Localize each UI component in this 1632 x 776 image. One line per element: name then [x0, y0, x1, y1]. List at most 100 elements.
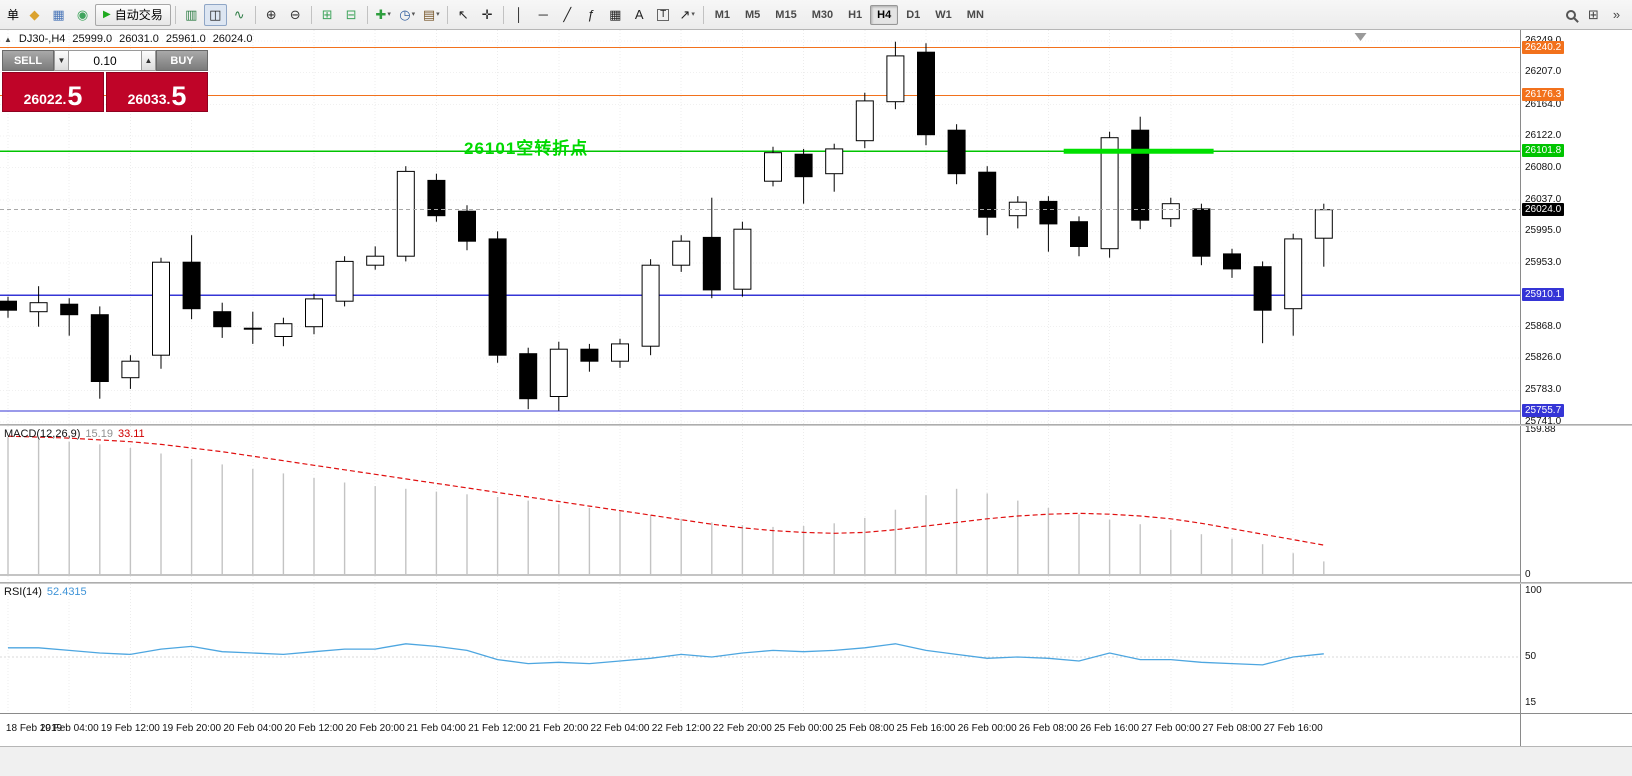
- chart-header: ▲ DJ30-,H4 25999.0 26031.0 25961.0 26024…: [4, 33, 252, 45]
- time-axis-label: 25 Feb 08:00: [835, 723, 895, 734]
- price-line-label: 26101.8: [1522, 144, 1565, 158]
- time-axis-label: 20 Feb 12:00: [284, 723, 344, 734]
- time-axis-label: 21 Feb 20:00: [529, 723, 589, 734]
- templates-icon[interactable]: ▤ ▾: [422, 7, 440, 22]
- timeframe-w1[interactable]: W1: [935, 8, 952, 21]
- price-tick-label: 26037.0: [1525, 193, 1562, 205]
- price-axis[interactable]: 26249.0 26207.0 26164.0 26122.0 26080.0 26037…: [1520, 30, 1632, 746]
- price-line-label: 25910.1: [1522, 288, 1565, 302]
- collapse-panel-icon[interactable]: ▲: [4, 34, 12, 44]
- cursor-icon[interactable]: ↖: [457, 7, 469, 22]
- search-icon[interactable]: [1559, 4, 1582, 26]
- timeframe-m15[interactable]: M15: [775, 8, 797, 21]
- time-axis-label: 25 Feb 16:00: [896, 723, 956, 734]
- time-axis-label: 27 Feb 00:00: [1141, 723, 1201, 734]
- overflow-icon[interactable]: »: [1612, 7, 1621, 22]
- chart-workspace: ▲ DJ30-,H4 25999.0 26031.0 25961.0 26024…: [0, 30, 1632, 746]
- candlestick-chart-icon[interactable]: ◫: [203, 3, 227, 26]
- time-axis[interactable]: 18 Feb 2019 19 Feb 04:00 19 Feb 12:00 19 Fe…: [0, 714, 1520, 746]
- timeframe-d1[interactable]: D1: [906, 8, 921, 21]
- macd-canvas[interactable]: [0, 426, 1520, 582]
- arrows-icon[interactable]: ↗ ▾: [679, 7, 695, 22]
- price-tick-label: 26080.0: [1525, 161, 1562, 173]
- zoom-in-icon[interactable]: ⊕: [265, 7, 277, 22]
- time-axis-label: 22 Feb 20:00: [712, 723, 772, 734]
- periods-icon[interactable]: ◷ ▾: [399, 7, 416, 22]
- menu-fragment: 单: [7, 8, 20, 22]
- price-line-label: 26240.2: [1522, 40, 1565, 54]
- volume-decrease-button[interactable]: ▼: [54, 50, 69, 71]
- time-axis-label: 20 Feb 20:00: [345, 723, 405, 734]
- text-label-icon[interactable]: T: [652, 4, 675, 26]
- shapes-icon[interactable]: ▦: [609, 7, 622, 22]
- autotrading-button[interactable]: ▶ 自动交易: [95, 3, 171, 26]
- chart-annotation-text[interactable]: 26101空转折点: [464, 139, 589, 158]
- price-tick-label: 25783.0: [1525, 384, 1562, 396]
- price-tick-label: 25826.0: [1525, 352, 1562, 364]
- buy-button[interactable]: BUY: [156, 50, 208, 71]
- rsi-label: RSI(14) 52.4315: [4, 586, 87, 598]
- bar-chart-icon[interactable]: ▥: [185, 7, 198, 22]
- volume-increase-button[interactable]: ▲: [141, 50, 156, 71]
- text-icon[interactable]: A: [634, 7, 644, 22]
- macd-indicator-window: MACD(12,26,9) 15.19 33.11: [0, 426, 1520, 582]
- time-axis-label: 27 Feb 08:00: [1202, 723, 1262, 734]
- zoom-out-icon[interactable]: ⊖: [289, 7, 301, 22]
- window-separator[interactable]: [0, 582, 1632, 584]
- time-axis-label: 26 Feb 08:00: [1018, 723, 1078, 734]
- vertical-line-icon[interactable]: │: [515, 7, 524, 22]
- price-tick-label: 0: [1525, 569, 1531, 580]
- trendline-icon[interactable]: ╱: [563, 7, 572, 22]
- horizontal-line-icon[interactable]: ─: [538, 7, 548, 22]
- dropdown-caret-icon: ▾: [691, 11, 695, 18]
- time-axis-label: 27 Feb 16:00: [1263, 723, 1323, 734]
- price-tick-label: 25995.0: [1525, 225, 1562, 237]
- new-window-icon[interactable]: ⊞: [1588, 7, 1599, 22]
- rsi-indicator-window: RSI(14) 52.4315: [0, 584, 1520, 713]
- price-tick-label: 25953.0: [1525, 256, 1562, 268]
- sell-price-main: 26022.: [23, 90, 67, 107]
- toolbar: 单 ◆ ▦ ◉ ▶ 自动交易 ▥ ◫ ∿ ⊕ ⊖ ⊞ ⊟ ✚ ▾ ◷ ▾ ▤ ▾ ↖ ✛ │ ─ ╱ ƒ ▦ A T ↗ ▾ M1 M5 M15…: [0, 0, 1632, 30]
- new-order-icon[interactable]: ◆: [29, 7, 40, 22]
- arrange-windows-icon[interactable]: ⊟: [345, 7, 357, 22]
- timeframe-m1[interactable]: M1: [714, 8, 731, 21]
- time-axis-label: 21 Feb 04:00: [406, 723, 466, 734]
- timeframe-m30[interactable]: M30: [811, 8, 834, 21]
- market-watch-icon[interactable]: ▦: [52, 7, 65, 22]
- add-indicator-icon[interactable]: ✚ ▾: [375, 7, 391, 22]
- fibonacci-icon[interactable]: ƒ: [587, 7, 595, 22]
- price-line-label: 26024.0: [1522, 202, 1565, 216]
- main-chart-canvas[interactable]: [0, 30, 1520, 424]
- macd-label: MACD(12,26,9) 15.19 33.11: [4, 428, 145, 440]
- price-tick-label: 25741.0: [1525, 415, 1562, 427]
- crosshair-icon[interactable]: ✛: [481, 7, 493, 22]
- time-axis-label: 19 Feb 12:00: [100, 723, 160, 734]
- volume-input[interactable]: [69, 50, 141, 71]
- autotrading-label: 自动交易: [114, 8, 163, 22]
- price-tick-label: 26122.0: [1525, 130, 1562, 142]
- navigator-icon[interactable]: ◉: [76, 7, 89, 22]
- price-tick-label: 26249.0: [1525, 35, 1561, 46]
- one-click-trade-panel: SELL ▼ ▲ BUY 26022. 5 26033. 5: [2, 50, 208, 112]
- tile-windows-icon[interactable]: ⊞: [321, 7, 333, 22]
- time-axis-label: 18 Feb 2019: [5, 723, 63, 734]
- buy-price-main: 26033.: [127, 90, 171, 107]
- window-separator[interactable]: [0, 424, 1632, 426]
- sell-price-button[interactable]: 26022. 5: [2, 72, 104, 112]
- timeframe-h1[interactable]: H1: [848, 8, 863, 21]
- bottom-strip: [0, 746, 1632, 776]
- timeframe-m5[interactable]: M5: [745, 8, 761, 21]
- sell-button[interactable]: SELL: [2, 50, 54, 71]
- sell-price-big: 5: [67, 80, 83, 111]
- timeframe-mn[interactable]: MN: [966, 8, 984, 21]
- timeframe-h4[interactable]: H4: [870, 4, 899, 25]
- ohlc-high: 26031.0: [119, 33, 159, 45]
- toolbar-separator: [502, 5, 504, 24]
- toolbar-separator: [254, 5, 256, 24]
- time-axis-label: 26 Feb 00:00: [957, 723, 1017, 734]
- buy-price-button[interactable]: 26033. 5: [106, 72, 208, 112]
- rsi-canvas[interactable]: [0, 584, 1520, 713]
- line-chart-icon[interactable]: ∿: [233, 7, 245, 22]
- price-tick-label: 50: [1525, 651, 1537, 662]
- dropdown-caret-icon: ▾: [411, 11, 416, 18]
